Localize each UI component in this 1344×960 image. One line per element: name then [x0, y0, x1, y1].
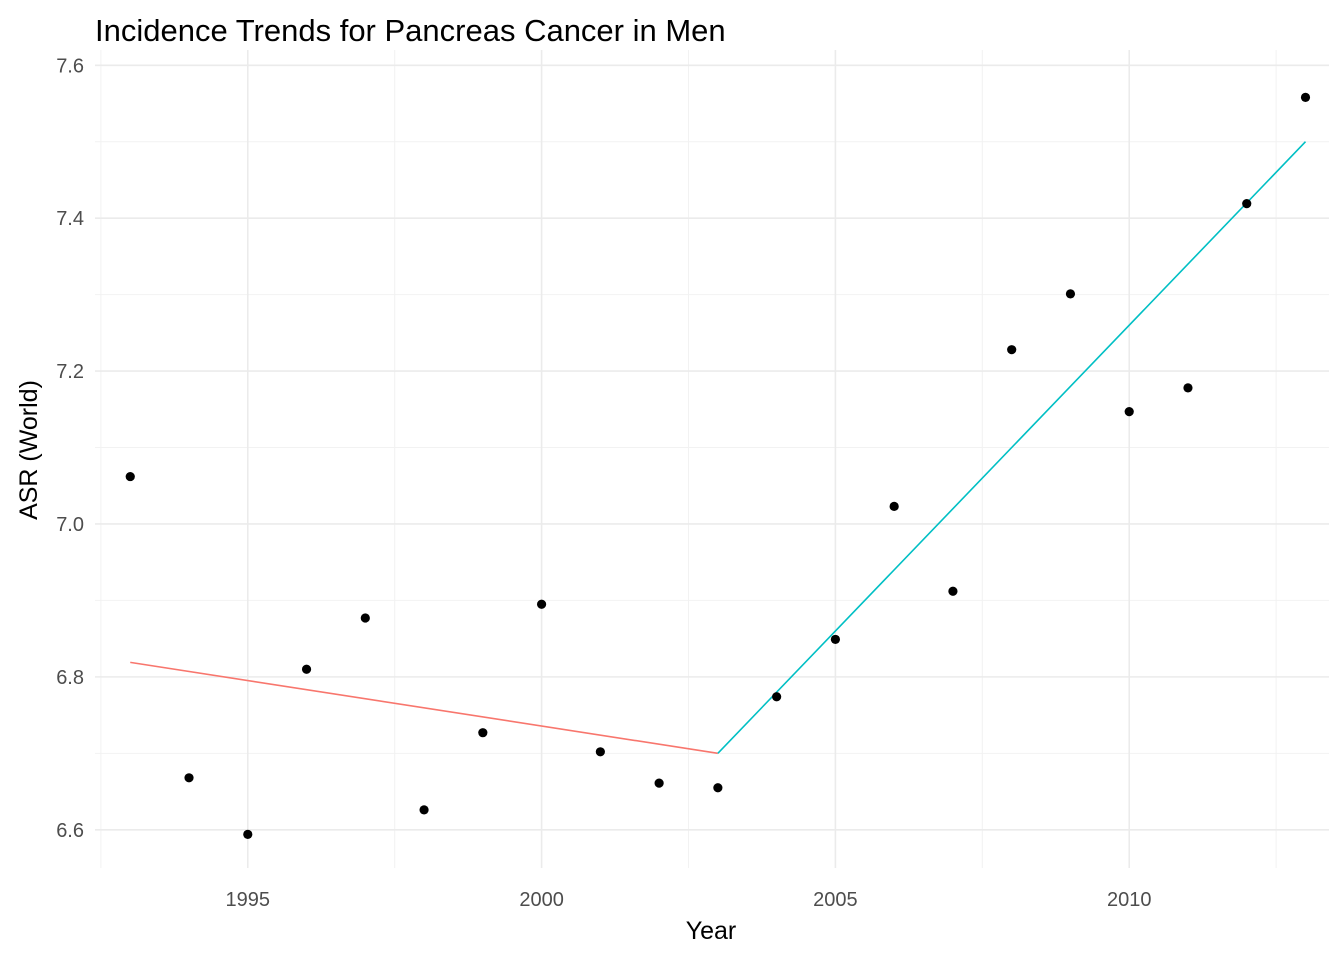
data-point: [889, 501, 899, 511]
data-points: [125, 92, 1311, 839]
y-tick-label: 6.8: [56, 667, 84, 689]
trend-line-1: [130, 661, 718, 755]
data-point: [1242, 199, 1252, 209]
grid: [95, 50, 1329, 868]
y-axis-ticks: 6.6 6.8 7.0 7.2 7.4 7.6: [56, 55, 84, 841]
data-point: [360, 613, 370, 623]
chart-title: Incidence Trends for Pancreas Cancer in …: [95, 13, 726, 48]
data-point: [772, 692, 782, 702]
data-point: [125, 471, 135, 482]
data-point: [1300, 92, 1311, 102]
data-point: [419, 805, 429, 815]
x-tick-label: 2010: [1107, 889, 1152, 911]
y-axis-title: ASR (World): [15, 380, 43, 520]
x-axis-ticks: 1995 2000 2005 2010: [226, 889, 1152, 911]
x-tick-label: 2005: [813, 889, 858, 911]
data-point: [654, 778, 664, 788]
x-tick-label: 1995: [226, 889, 271, 911]
trend-line-2: [717, 141, 1307, 754]
data-point: [184, 773, 194, 783]
data-point: [1124, 407, 1134, 417]
trend-lines: [130, 141, 1307, 755]
data-point: [1183, 383, 1193, 393]
x-axis-title: Year: [686, 917, 737, 945]
y-tick-label: 6.6: [56, 820, 84, 842]
data-point: [478, 728, 488, 738]
data-point: [595, 747, 605, 757]
data-point: [301, 664, 312, 674]
data-point: [713, 783, 723, 793]
data-point: [536, 599, 547, 609]
data-point: [243, 829, 253, 839]
data-point: [830, 634, 841, 645]
y-tick-label: 7.0: [56, 514, 84, 536]
y-tick-label: 7.2: [56, 361, 84, 383]
y-tick-label: 7.6: [56, 55, 84, 77]
data-point: [1007, 345, 1017, 355]
y-tick-label: 7.4: [56, 208, 84, 230]
data-point: [1065, 289, 1076, 299]
x-tick-label: 2000: [519, 889, 564, 911]
data-point: [948, 586, 958, 596]
